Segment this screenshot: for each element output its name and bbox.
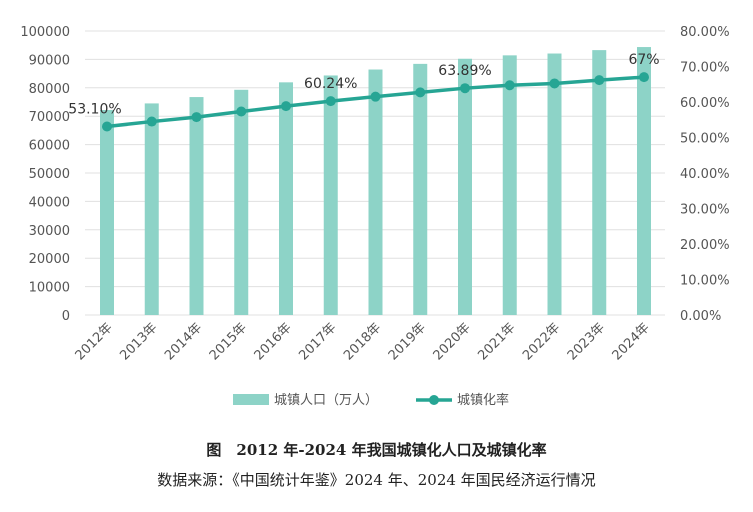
legend-line-marker — [429, 395, 439, 405]
x-tick-label: 2019年 — [386, 320, 429, 363]
data-label: 53.10% — [68, 101, 121, 117]
rate-point — [191, 112, 202, 123]
left-tick-label: 30000 — [29, 224, 70, 239]
legend-bar-label: 城镇人口（万人） — [274, 393, 378, 408]
right-tick-label: 20.00% — [680, 238, 730, 253]
rate-point — [281, 101, 291, 112]
x-tick-label: 2013年 — [117, 320, 160, 363]
legend: 城镇人口（万人） 城镇化率 — [233, 392, 509, 408]
bar-urban-population — [592, 50, 607, 316]
bar-urban-population — [637, 47, 651, 316]
figure-title: 图 2012 年-2024 年我国城镇化人口及城镇化率 — [206, 441, 547, 459]
data-label: 67% — [628, 52, 659, 68]
rate-point — [102, 121, 112, 132]
rate-point — [325, 96, 336, 107]
rate-point — [146, 116, 157, 127]
bar-urban-population — [144, 103, 159, 315]
bar-urban-population — [234, 89, 249, 315]
x-tick-label: 2012年 — [73, 320, 116, 363]
left-tick-label: 0 — [62, 309, 70, 324]
x-tick-label: 2015年 — [207, 320, 250, 363]
x-tick-label: 2016年 — [252, 320, 295, 363]
left-tick-label: 60000 — [29, 139, 70, 154]
bar-urban-population — [547, 53, 562, 315]
x-tick-label: 2024年 — [610, 320, 653, 363]
bar-urban-population — [368, 69, 383, 316]
bar-urban-population — [100, 110, 114, 315]
rate-point — [504, 80, 515, 91]
right-tick-label: 70.00% — [680, 61, 730, 76]
rate-point — [236, 106, 247, 117]
x-tick-label: 2014年 — [162, 320, 205, 363]
data-label: 60.24% — [304, 76, 357, 92]
right-tick-label: 30.00% — [680, 203, 730, 218]
legend-bar-swatch — [233, 394, 269, 405]
x-tick-label: 2023年 — [565, 320, 608, 363]
right-tick-label: 60.00% — [680, 96, 730, 111]
rate-point — [460, 83, 470, 94]
legend-line-label: 城镇化率 — [457, 392, 509, 408]
rate-point — [370, 91, 381, 102]
figure-source: 数据来源：《中国统计年鉴》2024 年、2024 年国民经济运行情况 — [157, 471, 596, 489]
left-tick-label: 70000 — [29, 110, 70, 125]
x-tick-label: 2017年 — [296, 320, 339, 363]
left-tick-label: 40000 — [29, 195, 70, 210]
right-tick-label: 10.00% — [680, 274, 730, 289]
rate-point — [594, 75, 605, 86]
left-tick-label: 20000 — [29, 252, 70, 267]
rate-point — [415, 87, 426, 98]
bar-urban-population — [279, 82, 293, 315]
bar-urban-population — [458, 58, 472, 315]
x-tick-label: 2020年 — [431, 320, 474, 363]
left-tick-label: 80000 — [29, 82, 70, 97]
right-tick-label: 0.00% — [680, 309, 721, 324]
bar-urban-population — [323, 75, 338, 315]
chart: 0 10000 20000 30000 40000 50000 60000 70000 8000… — [20, 25, 730, 408]
rate-point — [549, 78, 560, 89]
right-tick-label: 50.00% — [680, 132, 730, 147]
left-tick-label: 50000 — [29, 167, 70, 182]
x-tick-label: 2021年 — [475, 320, 518, 363]
bar-urban-population — [413, 63, 428, 315]
left-tick-label: 10000 — [29, 281, 70, 296]
left-tick-label: 100000 — [20, 25, 70, 40]
x-tick-label: 2022年 — [520, 320, 563, 363]
x-tick-label: 2018年 — [341, 320, 384, 363]
left-tick-label: 90000 — [29, 53, 70, 68]
data-label: 63.89% — [438, 63, 491, 79]
right-tick-label: 80.00% — [680, 25, 730, 40]
rate-point — [639, 72, 649, 83]
right-tick-label: 40.00% — [680, 167, 730, 182]
bar-urban-population — [189, 97, 204, 315]
bar-urban-population — [502, 55, 517, 316]
